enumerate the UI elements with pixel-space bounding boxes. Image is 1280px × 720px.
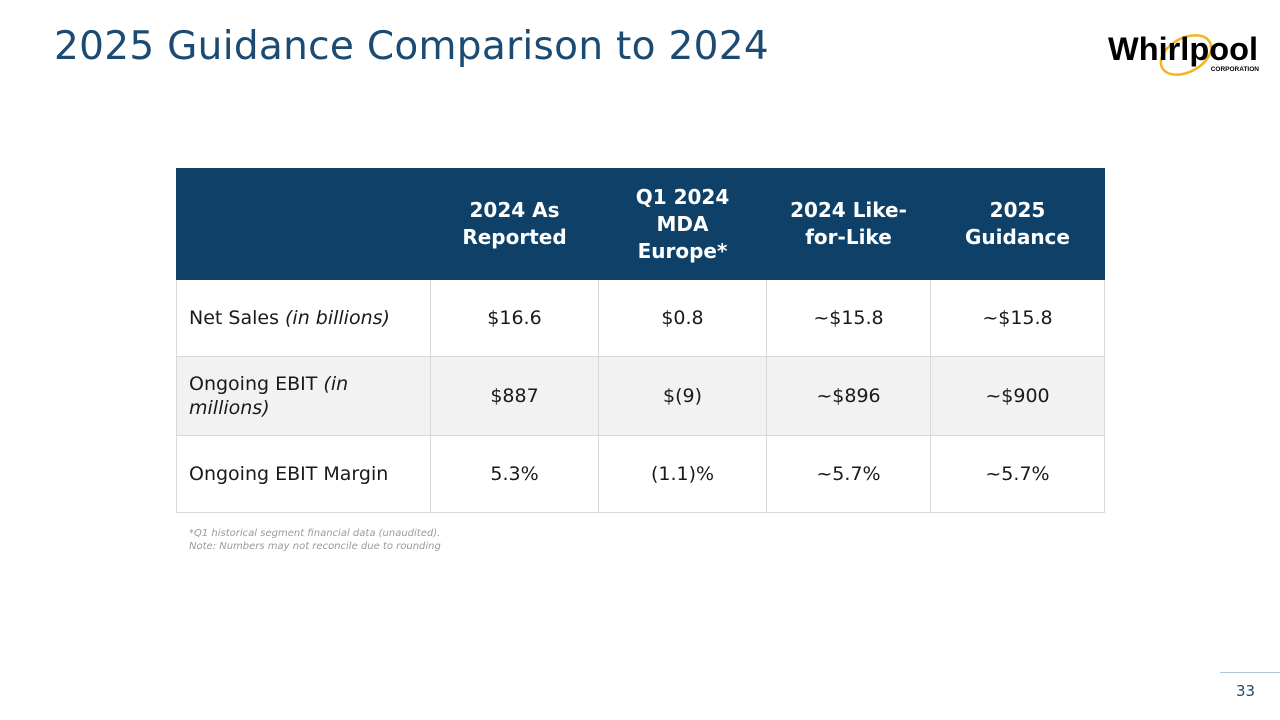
table-cell: ~5.7%: [930, 435, 1105, 513]
table-cell: ~$15.8: [766, 279, 931, 357]
table-cell: $0.8: [598, 279, 767, 357]
header-cell-2024-like-for-like: 2024 Like-for-Like: [766, 168, 931, 280]
table-cell: ~$896: [766, 356, 931, 436]
row-label: Ongoing EBIT Margin: [176, 435, 431, 513]
page-number: 33: [1236, 682, 1256, 700]
table-row-ongoing-ebit-margin: Ongoing EBIT Margin 5.3% (1.1)% ~5.7% ~5…: [176, 435, 1105, 513]
table-cell: $887: [430, 356, 599, 436]
row-label-text: Net Sales: [189, 307, 279, 329]
whirlpool-logo: Whirlpool CORPORATION: [1108, 31, 1260, 76]
table-cell: (1.1)%: [598, 435, 767, 513]
table-header-row: 2024 As Reported Q1 2024 MDA Europe* 202…: [176, 168, 1105, 280]
table-cell: 5.3%: [430, 435, 599, 513]
footnote-unaudited: *Q1 historical segment financial data (u…: [189, 528, 441, 539]
page-number-rule: [1220, 672, 1280, 673]
table-cell: ~$900: [930, 356, 1105, 436]
table-cell: $16.6: [430, 279, 599, 357]
header-cell-q1-2024-mda-europe: Q1 2024 MDA Europe*: [598, 168, 767, 280]
slide-title: 2025 Guidance Comparison to 2024: [54, 24, 769, 69]
header-cell-2025-guidance: 2025 Guidance: [930, 168, 1105, 280]
table-cell: ~5.7%: [766, 435, 931, 513]
logo-subtext: CORPORATION: [1211, 66, 1260, 73]
footnotes: *Q1 historical segment financial data (u…: [189, 527, 441, 553]
table-cell: $(9): [598, 356, 767, 436]
row-label-note: (in millions): [189, 373, 349, 419]
row-label-note: (in billions): [285, 307, 390, 329]
header-cell-blank: [176, 168, 431, 280]
table-cell: ~$15.8: [930, 279, 1105, 357]
guidance-table: 2024 As Reported Q1 2024 MDA Europe* 202…: [176, 168, 1105, 513]
header-cell-2024-as-reported: 2024 As Reported: [430, 168, 599, 280]
row-label: Net Sales (in billions): [176, 279, 431, 357]
footnote-rounding: Note: Numbers may not reconcile due to r…: [189, 541, 441, 552]
row-label: Ongoing EBIT (in millions): [176, 356, 431, 436]
row-label-text: Ongoing EBIT Margin: [189, 463, 389, 485]
table-row-net-sales: Net Sales (in billions) $16.6 $0.8 ~$15.…: [176, 279, 1105, 357]
logo-swirl: [1159, 34, 1213, 76]
row-label-text: Ongoing EBIT: [189, 373, 318, 395]
logo-wordmark: Whirlpool: [1108, 31, 1258, 67]
table-row-ongoing-ebit: Ongoing EBIT (in millions) $887 $(9) ~$8…: [176, 356, 1105, 436]
